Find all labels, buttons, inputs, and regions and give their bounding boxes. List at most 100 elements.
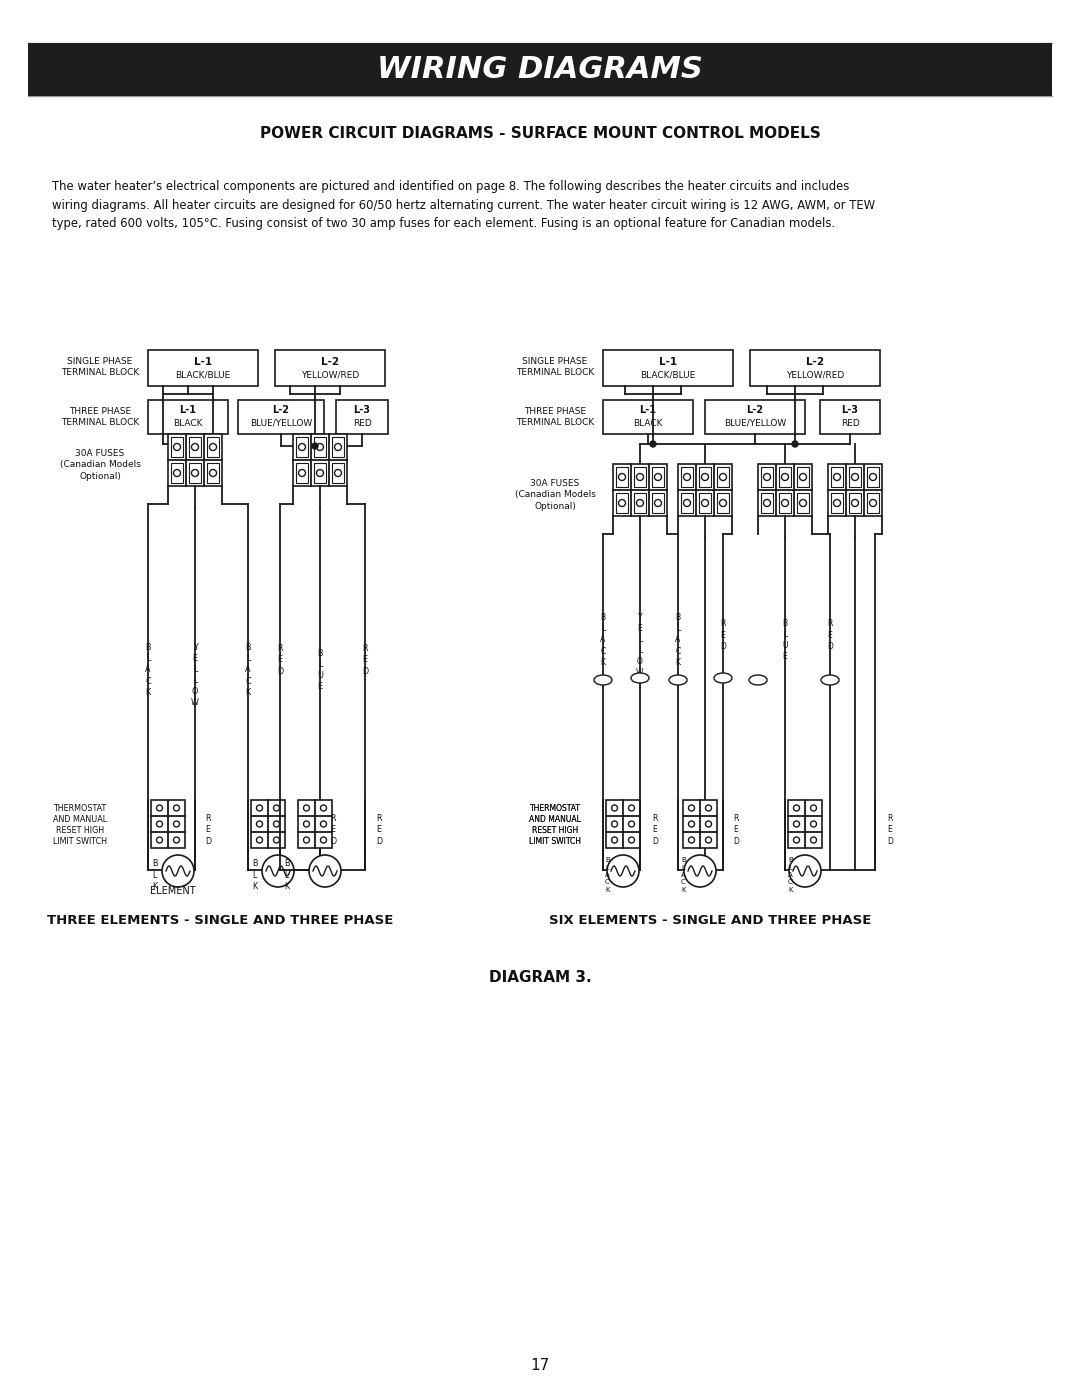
Bar [189, 437, 201, 457]
Text: BLACK/BLUE: BLACK/BLUE [640, 370, 696, 380]
Circle shape [705, 805, 712, 812]
Circle shape [689, 821, 694, 827]
Circle shape [636, 500, 644, 507]
Circle shape [705, 837, 712, 842]
Bar [788, 800, 822, 848]
Circle shape [316, 443, 324, 450]
Circle shape [273, 805, 280, 812]
Text: L-3: L-3 [353, 405, 370, 415]
Text: L-2: L-2 [806, 358, 824, 367]
Text: R
E
D: R E D [652, 814, 658, 845]
Bar [683, 800, 717, 848]
Text: B
L
A
C
K: B L A C K [245, 643, 251, 697]
Circle shape [174, 443, 180, 450]
Circle shape [191, 469, 199, 476]
Circle shape [684, 855, 716, 887]
Text: The water heater’s electrical components are pictured and identified on page 8. : The water heater’s electrical components… [52, 180, 875, 231]
Text: L-1: L-1 [179, 405, 197, 415]
Circle shape [810, 821, 816, 827]
Circle shape [157, 837, 162, 842]
Bar [699, 467, 711, 488]
Bar [705, 400, 805, 434]
Bar [681, 493, 693, 513]
Circle shape [611, 837, 618, 842]
Circle shape [273, 837, 280, 842]
Circle shape [262, 855, 294, 887]
Ellipse shape [750, 675, 767, 685]
Circle shape [869, 474, 877, 481]
Text: L-1: L-1 [659, 358, 677, 367]
Bar [332, 462, 345, 483]
Bar [831, 467, 843, 488]
Circle shape [303, 837, 310, 842]
Circle shape [629, 837, 635, 842]
Text: B
L
K: B L K [252, 859, 257, 891]
Circle shape [654, 500, 661, 507]
Bar [652, 467, 664, 488]
Bar [207, 437, 219, 457]
Text: THREE ELEMENTS - SINGLE AND THREE PHASE: THREE ELEMENTS - SINGLE AND THREE PHASE [46, 914, 393, 926]
Text: SINGLE PHASE
TERMINAL BLOCK: SINGLE PHASE TERMINAL BLOCK [516, 358, 594, 377]
Circle shape [257, 837, 262, 842]
Bar [779, 467, 791, 488]
Text: BLACK: BLACK [173, 419, 203, 427]
Bar [652, 493, 664, 513]
Ellipse shape [669, 675, 687, 685]
Circle shape [794, 805, 799, 812]
Text: WIRING DIAGRAMS: WIRING DIAGRAMS [377, 54, 703, 84]
Bar [797, 493, 809, 513]
Bar [207, 462, 219, 483]
Circle shape [764, 474, 770, 481]
Text: RED: RED [840, 419, 860, 427]
Text: B
L
A
C
K: B L A C K [145, 643, 151, 697]
Circle shape [636, 474, 644, 481]
Circle shape [705, 821, 712, 827]
Circle shape [782, 500, 788, 507]
Circle shape [321, 837, 326, 842]
Bar [603, 351, 733, 386]
Circle shape [298, 443, 306, 450]
Circle shape [834, 500, 840, 507]
Bar [296, 437, 308, 457]
Ellipse shape [594, 675, 612, 685]
Bar [298, 800, 332, 848]
Bar [797, 467, 809, 488]
Text: L-2: L-2 [272, 405, 289, 415]
Circle shape [654, 474, 661, 481]
Circle shape [309, 855, 341, 887]
Circle shape [794, 821, 799, 827]
Circle shape [607, 855, 639, 887]
Text: R
E
D: R E D [205, 814, 211, 845]
Text: POWER CIRCUIT DIAGRAMS - SURFACE MOUNT CONTROL MODELS: POWER CIRCUIT DIAGRAMS - SURFACE MOUNT C… [259, 127, 821, 141]
Bar [314, 437, 326, 457]
Circle shape [303, 821, 310, 827]
Circle shape [794, 837, 799, 842]
Bar [849, 493, 861, 513]
Circle shape [719, 474, 727, 481]
Circle shape [174, 805, 179, 812]
Circle shape [174, 821, 179, 827]
Text: L-1: L-1 [639, 405, 657, 415]
Text: SINGLE PHASE
TERMINAL BLOCK: SINGLE PHASE TERMINAL BLOCK [60, 358, 139, 377]
Bar [293, 434, 347, 486]
Text: B
L
U
E: B L U E [318, 648, 323, 692]
Circle shape [312, 443, 318, 448]
Circle shape [611, 805, 618, 812]
Text: THERMOSTAT
AND MANUAL
RESET HIGH
LIMIT SWITCH: THERMOSTAT AND MANUAL RESET HIGH LIMIT S… [529, 803, 581, 847]
Circle shape [719, 500, 727, 507]
Circle shape [191, 443, 199, 450]
Text: THERMOSTAT
AND MANUAL
RESET HIGH
LIMIT SWITCH: THERMOSTAT AND MANUAL RESET HIGH LIMIT S… [529, 803, 581, 847]
Text: ELEMENT: ELEMENT [150, 886, 195, 895]
Text: BLUE/YELLOW: BLUE/YELLOW [724, 419, 786, 427]
Circle shape [273, 821, 280, 827]
Circle shape [257, 821, 262, 827]
Bar [867, 467, 879, 488]
Circle shape [834, 474, 840, 481]
Circle shape [316, 469, 324, 476]
Text: BLACK: BLACK [633, 419, 663, 427]
Bar [717, 493, 729, 513]
Bar [171, 437, 183, 457]
Bar [717, 467, 729, 488]
Ellipse shape [821, 675, 839, 685]
Bar [849, 467, 861, 488]
